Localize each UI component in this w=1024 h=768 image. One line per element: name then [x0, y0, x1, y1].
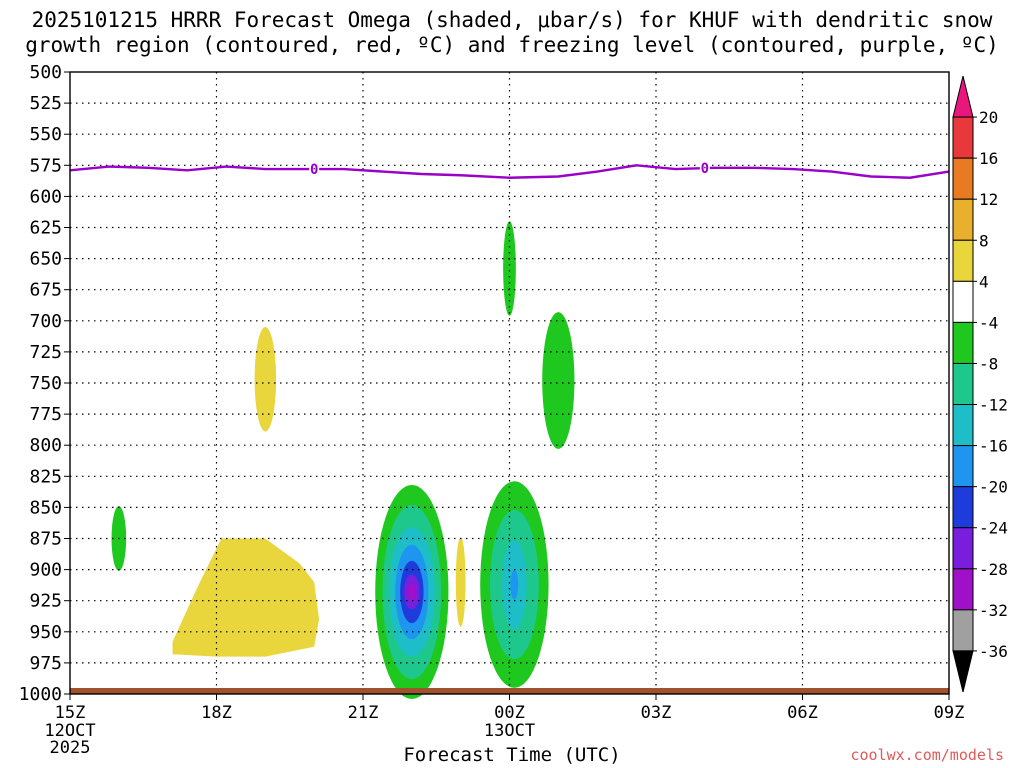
- colorbar-swatch-2: [952, 157, 974, 200]
- colorbar-swatch-1: [952, 116, 974, 159]
- freezing-level-label-bg-0: [309, 161, 320, 176]
- colorbar-label-2: 12: [979, 190, 998, 209]
- freezing-level-line: [69, 164, 950, 179]
- colorbar-label-4: 4: [979, 272, 989, 291]
- chart-title-line-2: growth region (contoured, red, ºC) and f…: [25, 33, 999, 57]
- x-tick-label-0: 15Z: [55, 703, 86, 723]
- colorbar-swatch-9: [952, 445, 974, 488]
- y-tick-label-950: 950: [29, 622, 62, 643]
- y-tick-label-650: 650: [29, 249, 62, 270]
- x-tick-label-2: 21Z: [348, 703, 379, 723]
- colorbar-arrow-top: [952, 75, 974, 118]
- colorbar-swatch-7: [952, 362, 974, 406]
- colorbar-label-12: -32: [979, 601, 1008, 620]
- freezing-level-label-0: 0: [310, 162, 318, 178]
- x-tick-sublabel-3-0: 13OCT: [484, 721, 535, 741]
- y-tick-label-750: 750: [29, 373, 62, 394]
- x-tick-label-5: 06Z: [787, 703, 818, 723]
- omega-region-1: [455, 537, 466, 627]
- omega-region-4: [542, 312, 575, 449]
- y-tick-label-800: 800: [29, 435, 62, 456]
- colorbar-label-7: -12: [979, 396, 1008, 415]
- core-east-layer-3: [510, 569, 519, 600]
- colorbar-label-1: 16: [979, 149, 998, 168]
- colorbar-swatch-10: [952, 486, 974, 529]
- colorbar-label-13: -36: [979, 642, 1008, 661]
- colorbar-label-0: 20: [979, 108, 998, 127]
- y-tick-label-1000: 1000: [19, 684, 62, 705]
- colorbar-swatch-13: [952, 609, 974, 652]
- colorbar-swatch-11: [952, 527, 974, 570]
- colorbar-label-11: -28: [979, 560, 1008, 579]
- colorbar-swatch-3: [952, 198, 974, 241]
- x-tick-label-6: 09Z: [934, 703, 965, 723]
- y-tick-label-850: 850: [29, 497, 62, 518]
- colorbar-arrow-bottom: [952, 650, 974, 693]
- y-tick-label-575: 575: [29, 155, 62, 176]
- omega-yellow-band: [172, 538, 320, 657]
- colorbar-label-6: -8: [979, 354, 998, 373]
- colorbar-label-3: 8: [979, 231, 989, 250]
- y-tick-label-600: 600: [29, 186, 62, 207]
- y-tick-label-500: 500: [29, 62, 62, 83]
- colorbar-swatch-4: [952, 239, 974, 282]
- colorbar-label-9: -20: [979, 478, 1008, 497]
- colorbar-label-8: -16: [979, 437, 1008, 456]
- y-tick-label-525: 525: [29, 93, 62, 114]
- colorbar-swatch-5: [952, 280, 974, 323]
- y-tick-label-550: 550: [29, 124, 62, 145]
- y-tick-label-875: 875: [29, 529, 62, 550]
- freezing-level-label-1: 0: [701, 161, 709, 177]
- omega-region-3: [503, 221, 516, 316]
- source-credit: coolwx.com/models: [850, 746, 1004, 764]
- y-tick-label-825: 825: [29, 466, 62, 487]
- omega-region-0: [254, 327, 277, 432]
- surface-strip: [70, 688, 949, 694]
- colorbar-swatch-12: [952, 568, 974, 611]
- x-tick-sublabel-0-1: 2025: [50, 738, 91, 758]
- x-axis-label: Forecast Time (UTC): [403, 744, 621, 766]
- y-tick-label-900: 900: [29, 560, 62, 581]
- freezing-level-label-bg-1: [699, 159, 710, 174]
- y-tick-label-675: 675: [29, 280, 62, 301]
- x-tick-label-4: 03Z: [641, 703, 672, 723]
- core-west-layer-6: [407, 583, 416, 601]
- colorbar-label-10: -24: [979, 519, 1008, 538]
- chart-title-line-1: 2025101215 HRRR Forecast Omega (shaded, …: [31, 8, 993, 32]
- y-tick-label-625: 625: [29, 218, 62, 239]
- colorbar-label-5: -4: [979, 313, 998, 332]
- x-tick-label-1: 18Z: [201, 703, 232, 723]
- colorbar-swatch-8: [952, 404, 974, 447]
- y-tick-label-725: 725: [29, 342, 62, 363]
- x-tick-label-3: 00Z: [494, 703, 525, 723]
- y-tick-label-775: 775: [29, 404, 62, 425]
- y-tick-label-925: 925: [29, 591, 62, 612]
- y-tick-label-700: 700: [29, 311, 62, 332]
- x-tick-sublabel-0-0: 12OCT: [44, 721, 95, 741]
- y-tick-label-975: 975: [29, 653, 62, 674]
- plot-frame: [69, 71, 950, 695]
- colorbar-swatch-6: [952, 321, 974, 364]
